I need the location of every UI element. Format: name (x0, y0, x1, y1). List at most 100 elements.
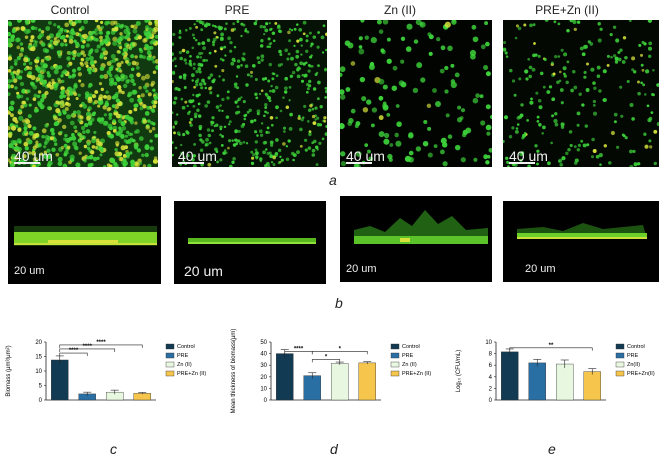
panel-letter-c: c (110, 441, 117, 457)
significance-label: **** (96, 340, 106, 346)
y-tick-label: 0 (39, 398, 43, 404)
y-tick-label: 20 (260, 375, 267, 381)
bar-control (501, 351, 519, 401)
legend-label: PRE (402, 353, 414, 359)
y-tick-label: 50 (260, 340, 267, 346)
micrograph-prezn: 40 um (503, 20, 659, 167)
scale-label: 40 um (346, 148, 385, 164)
chart-svg: Log₁₀ (CFU/mL) 0 2 4 6 8 10 ** Control PRE Zn(II) P… (456, 340, 655, 404)
scale-bar (346, 162, 372, 164)
chart-svg: Biomass (μm³/μm²)05101520************Con… (6, 340, 206, 404)
legend-swatch (165, 343, 175, 350)
scale-bar (509, 162, 535, 164)
title-control: Control (50, 3, 90, 17)
significance-label: * (339, 346, 342, 352)
scale-label: 40 um (178, 148, 217, 164)
scale-label: 20 um (346, 263, 377, 275)
y-tick-label: 10 (260, 386, 267, 392)
cross-section-prezn: 20 um (503, 201, 659, 282)
y-tick-label: 30 (260, 363, 267, 369)
legend-swatch (390, 361, 400, 368)
y-tick-label: 15 (35, 355, 42, 361)
panel-letter-a: a (329, 172, 337, 188)
y-tick-label: 6 (489, 363, 493, 369)
bar-pre (528, 362, 546, 401)
y-tick-label: 20 (35, 340, 42, 346)
cross-section-image (188, 238, 316, 244)
title-pre: PRE (224, 3, 250, 17)
legend-swatch (615, 343, 625, 350)
y-tick-label: 0 (489, 398, 493, 404)
legend-label: Zn(II) (627, 362, 640, 368)
micrograph-control: 40 um (8, 20, 158, 167)
cross-section-image (14, 226, 157, 246)
significance-label: **** (83, 344, 93, 350)
legend-swatch (390, 343, 400, 350)
title-zn: Zn (II) (384, 3, 416, 17)
significance-bracket (311, 350, 368, 355)
significance-bracket (311, 359, 341, 363)
significance-label: ** (549, 343, 554, 349)
scale-label: 40 um (509, 148, 548, 164)
y-tick-label: 10 (35, 369, 42, 375)
cross-section-image (517, 223, 647, 239)
significance-bracket (59, 352, 88, 357)
significance-bracket (59, 348, 116, 352)
y-tick-label: 4 (489, 375, 493, 381)
cross-section-image (354, 210, 488, 244)
fluorescence-image (340, 20, 492, 167)
y-tick-label: 2 (489, 386, 493, 392)
bar-pre (303, 375, 321, 401)
scale-label: 20 um (14, 265, 45, 277)
title-prezn: PRE+Zn (II) (535, 3, 599, 17)
legend-label: PRE+Zn(II) (627, 371, 655, 377)
fluorescence-image (172, 20, 327, 167)
legend-swatch (390, 352, 400, 359)
legend-label: PRE+Zn (II) (177, 371, 206, 377)
legend-label: PRE+Zn (II) (402, 371, 431, 377)
legend-label: PRE (627, 353, 639, 359)
legend-swatch (165, 352, 175, 359)
panel-letter-d: d (330, 441, 338, 457)
legend-label: Zn (II) (402, 362, 417, 368)
legend-label: Control (402, 344, 420, 350)
y-tick-label: 10 (485, 340, 492, 346)
fluorescence-image (503, 20, 659, 167)
significance-label: **** (69, 348, 79, 354)
panel-letter-e: e (548, 441, 556, 457)
chart-e: Log₁₀ (CFU/mL) 0 2 4 6 8 10 ** Control PRE Zn(II) P… (450, 322, 669, 432)
legend-swatch (390, 370, 400, 377)
legend-label: Zn (II) (177, 362, 192, 368)
bar-control (51, 359, 69, 401)
micrograph-pre: 40 um (172, 20, 327, 167)
scale-bar (14, 162, 40, 164)
bar-pre-zn-ii- (358, 362, 376, 401)
legend-label: PRE (177, 353, 189, 359)
bar-control (276, 353, 294, 401)
y-tick-label: 40 (260, 352, 267, 358)
significance-bracket (59, 344, 143, 348)
y-axis-label: Biomass (μm³/μm²) (6, 345, 12, 396)
fluorescence-image (8, 20, 158, 167)
significance-label: * (325, 354, 328, 360)
y-tick-label: 8 (489, 352, 493, 358)
bar-zn-ii- (556, 363, 574, 401)
scale-bar (178, 162, 204, 164)
bar-pre-zn-ii- (133, 393, 151, 401)
bar-zn-ii- (331, 363, 349, 401)
legend-swatch (615, 352, 625, 359)
legend-swatch (615, 370, 625, 377)
chart-c: Biomass (μm³/μm²) 0 5 10 15 20 **** **** **** Con… (0, 322, 220, 432)
legend-swatch (615, 361, 625, 368)
legend-swatch (165, 370, 175, 377)
cross-section-zn: 20 um (340, 196, 492, 282)
y-axis-label: Mean thickness of biomass(μm) (231, 329, 237, 414)
panel-letter-b: b (335, 295, 343, 311)
legend-label: Control (627, 344, 645, 350)
scale-label: 20 um (184, 263, 223, 279)
y-axis-label: Log₁₀ (CFU/mL) (456, 350, 462, 393)
legend-label: Control (177, 344, 195, 350)
y-tick-label: 0 (264, 398, 268, 404)
bar-pre-zn-ii- (583, 371, 601, 401)
cross-section-pre: 20 um (174, 201, 326, 284)
